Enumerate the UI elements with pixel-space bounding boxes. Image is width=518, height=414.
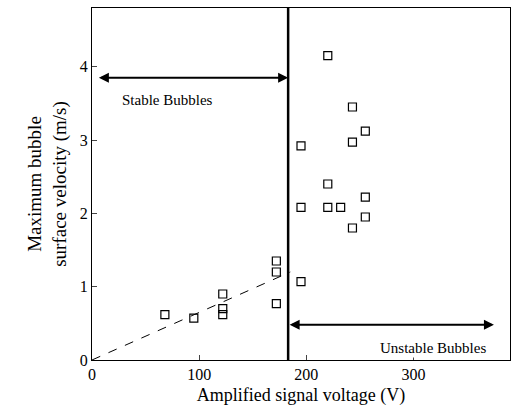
svg-text:Maximum bubblesurface velocity: Maximum bubblesurface velocity (m/s) [24, 101, 71, 267]
svg-text:100: 100 [187, 366, 211, 383]
svg-text:Stable Bubbles: Stable Bubbles [122, 92, 213, 108]
svg-text:200: 200 [294, 366, 318, 383]
svg-text:1: 1 [80, 278, 88, 295]
svg-text:300: 300 [402, 366, 426, 383]
svg-text:2: 2 [80, 205, 88, 222]
svg-text:0: 0 [88, 366, 96, 383]
svg-text:4: 4 [80, 58, 88, 75]
svg-text:0: 0 [80, 352, 88, 369]
svg-text:Amplified signal voltage (V): Amplified signal voltage (V) [197, 385, 405, 406]
svg-text:Unstable Bubbles: Unstable Bubbles [380, 340, 486, 356]
svg-text:3: 3 [80, 132, 88, 149]
